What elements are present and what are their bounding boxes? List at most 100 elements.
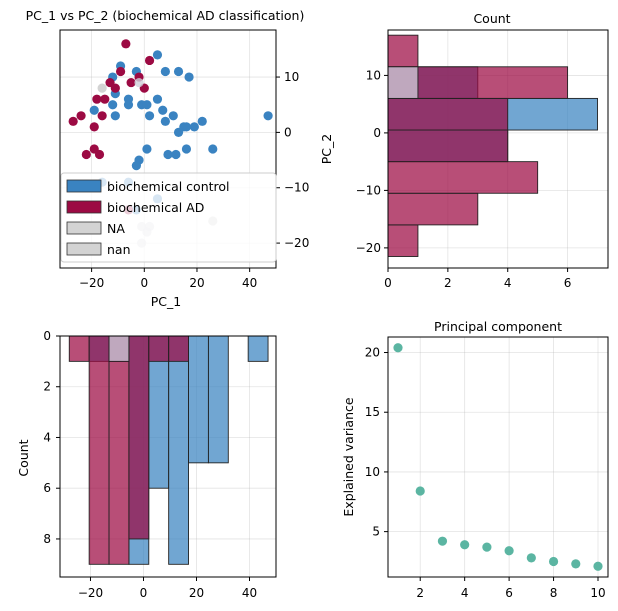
- scatter-x-label: PC_1: [151, 294, 181, 309]
- scatter-x-tick-label: −20: [79, 276, 104, 290]
- scree-point: [548, 556, 559, 567]
- scree-point: [460, 540, 470, 550]
- hist-bottom-frame: [59, 335, 277, 578]
- scatter-point-control: [171, 149, 181, 160]
- hist-bottom-y-tick-label: 4: [43, 430, 51, 444]
- scree-x-ticks: 2 4 6 8 10: [416, 577, 606, 600]
- hist-right-frame: [387, 29, 609, 269]
- hist-bottom-bar-control: [207, 335, 229, 464]
- hist-bottom-bar-nan: [108, 335, 130, 362]
- hist-bottom-y-label: Count: [16, 439, 31, 476]
- hist-right-bars: [387, 34, 598, 257]
- scatter-point-control: [110, 111, 120, 121]
- hist-right-title: Count: [473, 11, 510, 26]
- hist-bottom-y-tick-label: 2: [43, 380, 51, 394]
- scatter-point-control: [189, 122, 199, 132]
- scree-points: [393, 343, 603, 571]
- scree-point: [393, 343, 403, 353]
- scree-x-tick-label: 4: [461, 586, 469, 600]
- hist-bottom-bar-ad: [88, 335, 110, 565]
- hist-bottom-bar-control: [168, 335, 189, 565]
- legend-label-na: NA: [107, 221, 125, 236]
- scatter-point-ad: [121, 39, 131, 49]
- scatter-point-ad: [92, 94, 102, 104]
- hist-bottom-x-tick-label: 0: [140, 586, 148, 600]
- scree-point: [593, 561, 603, 571]
- hist-right-y-ticks: 10 0 −10 −20: [356, 68, 388, 255]
- scatter-point-control: [181, 144, 192, 154]
- scree-y-ticks: 20 15 10 5: [365, 346, 388, 539]
- hist-right-y-tick-label: −10: [356, 183, 381, 197]
- scree-y-tick-label: 20: [365, 346, 380, 360]
- scree-y-tick-label: 15: [365, 405, 380, 419]
- scatter-point-ad: [97, 111, 107, 121]
- scatter-y-ticks: 10 0 −10 −20: [276, 70, 309, 250]
- scatter-point-ad: [100, 94, 110, 104]
- scree-point: [415, 486, 425, 496]
- hist-bottom-x-tick-label: 40: [242, 586, 257, 600]
- legend-box: [60, 172, 277, 263]
- hist-right-x-tick-label: 4: [504, 276, 512, 290]
- scree-point: [437, 536, 448, 546]
- scatter-title: PC_1 vs PC_2 (biochemical AD classificat…: [26, 8, 305, 23]
- scatter-point-ad: [115, 66, 126, 77]
- scatter-point-control: [197, 116, 207, 126]
- scatter-points: [68, 39, 273, 248]
- hist-bottom-y-tick-label: 0: [43, 329, 51, 343]
- scatter-x-tick-label: 40: [242, 276, 257, 290]
- hist-right-x-ticks: 0 2 4 6: [384, 268, 571, 290]
- scatter-point-control: [142, 144, 152, 154]
- scree-y-tick-label: 10: [365, 465, 380, 479]
- scatter-x-tick-label: 0: [140, 276, 148, 290]
- hist-bottom-x-ticks: −20 0 20 40: [78, 577, 257, 600]
- legend-swatch-nan: [66, 242, 102, 256]
- scree-title: Principal component: [434, 319, 562, 334]
- hist-bottom-x-tick-label: −20: [78, 586, 103, 600]
- scatter-y-tick-label: −10: [284, 181, 309, 195]
- legend-label-nan: nan: [107, 242, 131, 257]
- scatter-y-tick-label: −20: [284, 236, 309, 250]
- scatter-point-control: [152, 94, 163, 104]
- scatter-panel: PC_1 vs PC_2 (biochemical AD classificat…: [26, 8, 310, 309]
- scatter-x-ticks: −20 0 20 40: [79, 268, 257, 290]
- hist-right-panel: Count 0 2 4 6 10 0 −10 −20 PC_2: [319, 11, 609, 290]
- scatter-point-control: [208, 144, 218, 154]
- scatter-legend: biochemical control biochemical AD NA na…: [60, 172, 277, 263]
- hist-right-bar-ad: [387, 192, 479, 226]
- scatter-point-nan: [134, 77, 144, 88]
- hist-bottom-bar-ad: [68, 335, 90, 362]
- hist-bottom-y-ticks: 0 2 4 6 8: [43, 329, 60, 546]
- scatter-point-ad: [126, 77, 136, 88]
- scatter-point-control: [144, 111, 155, 121]
- scatter-point-ad: [81, 149, 91, 160]
- scatter-point-control: [163, 149, 173, 160]
- scree-point: [482, 542, 492, 552]
- scatter-point-control: [131, 161, 141, 171]
- scatter-point-control: [184, 72, 194, 82]
- hist-right-y-label: PC_2: [319, 134, 334, 164]
- scatter-point-control: [142, 100, 152, 110]
- scatter-point-control: [108, 100, 118, 110]
- scatter-point-control: [263, 111, 273, 121]
- hist-bottom-y-tick-label: 8: [43, 532, 51, 546]
- legend-label-control: biochemical control: [107, 179, 230, 194]
- scatter-point-control: [173, 66, 184, 77]
- hist-bottom-y-tick-label: 6: [43, 481, 51, 495]
- hist-bottom-bars: [68, 335, 269, 565]
- scree-x-tick-label: 2: [416, 586, 424, 600]
- hist-right-bar-ad: [387, 224, 419, 257]
- hist-right-bar-ad: [387, 129, 509, 163]
- hist-bottom-panel: −20 0 20 40 0 2 4 6 8 Count: [16, 329, 277, 600]
- hist-right-x-tick-label: 6: [564, 276, 572, 290]
- scree-panel: Principal component 2 4 6 8 10 20 15 10 5 Expla…: [341, 319, 609, 600]
- hist-right-y-tick-label: 10: [366, 68, 381, 82]
- hist-right-x-tick-label: 2: [444, 276, 452, 290]
- scatter-point-control: [123, 100, 134, 110]
- scatter-point-control: [158, 105, 168, 115]
- scatter-y-tick-label: 10: [284, 70, 299, 84]
- scatter-point-ad: [94, 149, 105, 160]
- legend-swatch-ad: [66, 200, 102, 214]
- hist-bottom-bar-ad: [128, 335, 150, 540]
- scatter-y-tick-label: 0: [284, 125, 292, 139]
- legend-swatch-na: [66, 221, 102, 235]
